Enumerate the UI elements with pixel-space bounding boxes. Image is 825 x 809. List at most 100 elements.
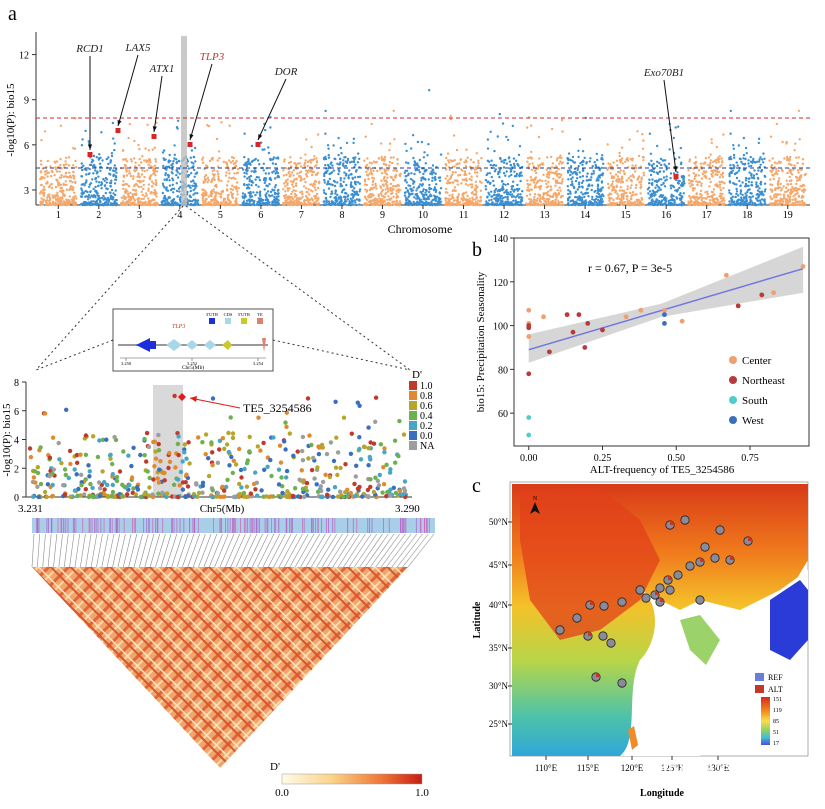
snp-point [412,157,414,159]
snp-point [126,160,128,162]
chromosome-label: 10 [418,210,428,221]
snp-point [340,177,342,179]
chromosome-label: 16 [661,210,671,221]
snp-point [601,154,603,156]
snp-point [178,190,180,192]
snp-point [254,178,256,180]
snp-point [561,204,563,206]
snp-point [177,195,179,197]
snp-point [423,178,425,180]
snp-point [432,203,434,205]
snp-point [325,193,327,195]
snp-point [95,180,97,182]
snp-point [485,188,487,190]
snp-point [737,194,739,196]
snp-point [460,158,462,160]
snp-point [506,204,508,206]
snp-point [527,165,529,167]
snp-point [382,183,384,185]
snp-point [613,202,615,204]
snp-point [237,204,239,206]
snp-point [211,193,213,195]
snp-point [747,178,749,180]
snp-point [713,188,715,190]
chromosome-label: 14 [580,210,590,221]
snp-point [367,178,369,180]
snp-point [114,194,116,196]
snp-point [164,174,166,176]
snp-point [315,203,317,205]
snp-point [471,183,473,185]
snp-point [445,177,447,179]
snp-point [303,164,305,166]
snp-point [236,193,238,195]
snp-point [105,177,107,179]
snp-point [475,166,477,168]
snp-point [65,172,67,174]
snp-point [396,163,398,165]
snp-point [465,191,467,193]
snp-point [710,153,712,155]
snp-point [720,189,722,191]
snp-point [389,161,391,163]
snp-point [395,193,397,195]
snp-point [334,185,336,187]
snp-point [760,203,762,205]
snp-point [721,193,723,195]
snp-point [306,165,308,167]
snp-point [776,173,778,175]
snp-point [125,167,127,169]
snp-point [220,203,222,205]
snp-point [507,139,509,141]
snp-point [248,192,250,194]
snp-point [394,201,396,203]
snp-point [383,176,385,178]
snp-point [305,196,307,198]
snp-point [432,164,434,166]
snp-point [387,190,389,192]
snp-point [104,185,106,187]
snp-point [73,199,75,201]
snp-point [462,193,464,195]
snp-point [176,162,178,164]
snp-point [350,183,352,185]
snp-point [220,121,222,123]
snp-point [750,196,752,198]
snp-point [126,204,128,206]
snp-point [88,194,90,196]
snp-point [435,183,437,185]
snp-point [188,185,190,187]
snp-point [601,167,603,169]
snp-point [491,176,493,178]
snp-point [193,169,195,171]
snp-point [194,147,196,149]
snp-point [550,186,552,188]
snp-point [101,204,103,206]
snp-point [582,175,584,177]
snp-point [372,187,374,189]
snp-point [772,157,774,159]
snp-point [693,178,695,180]
snp-point [193,156,195,158]
snp-point [798,195,800,197]
snp-point [148,149,150,151]
snp-point [224,198,226,200]
snp-point [107,199,109,201]
snp-point [624,161,626,163]
snp-point [93,203,95,205]
snp-point [583,196,585,198]
snp-point [51,187,53,189]
snp-point [701,201,703,203]
snp-point [58,170,60,172]
snp-point [470,179,472,181]
snp-point [711,191,713,193]
snp-point [356,198,358,200]
snp-point [616,185,618,187]
snp-point [243,164,245,166]
snp-point [75,197,77,199]
snp-point [519,145,521,147]
snp-point [381,156,383,158]
snp-point [344,156,346,158]
snp-point [101,159,103,161]
snp-point [521,197,523,199]
